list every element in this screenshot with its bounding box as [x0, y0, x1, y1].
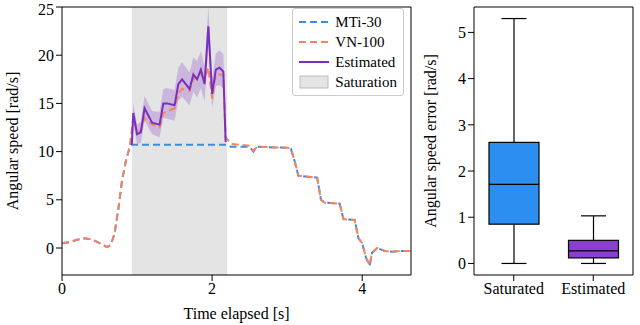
svg-text:Angular speed error [rad/s]: Angular speed error [rad/s]: [422, 54, 440, 228]
svg-text:5: 5: [458, 24, 466, 41]
svg-text:20: 20: [38, 47, 54, 64]
svg-text:3: 3: [458, 117, 466, 134]
svg-text:0: 0: [458, 255, 466, 272]
svg-text:0: 0: [58, 280, 66, 297]
svg-text:2: 2: [458, 163, 466, 180]
html-text:VN-100: VN-100: [335, 34, 385, 50]
html-text:MTi-30: MTi-30: [335, 14, 382, 30]
svg-text:1: 1: [458, 209, 466, 226]
svg-text:10: 10: [38, 143, 54, 160]
svg-text:Estimated: Estimated: [561, 280, 625, 297]
svg-text:4: 4: [458, 70, 466, 87]
svg-text:Angular speed [rad/s]: Angular speed [rad/s]: [8, 72, 22, 211]
svg-text:15: 15: [38, 95, 54, 112]
svg-text:4: 4: [358, 280, 366, 297]
svg-text:Saturated: Saturated: [484, 280, 544, 297]
svg-text:Time elapsed [s]: Time elapsed [s]: [183, 305, 289, 323]
html-text:Estimated: Estimated: [335, 54, 396, 70]
svg-text:5: 5: [46, 191, 54, 208]
html-text:Saturation: Saturation: [335, 74, 397, 90]
svg-text:0: 0: [46, 240, 54, 257]
svg-text:25: 25: [38, 1, 54, 18]
svg-text:2: 2: [208, 280, 216, 297]
